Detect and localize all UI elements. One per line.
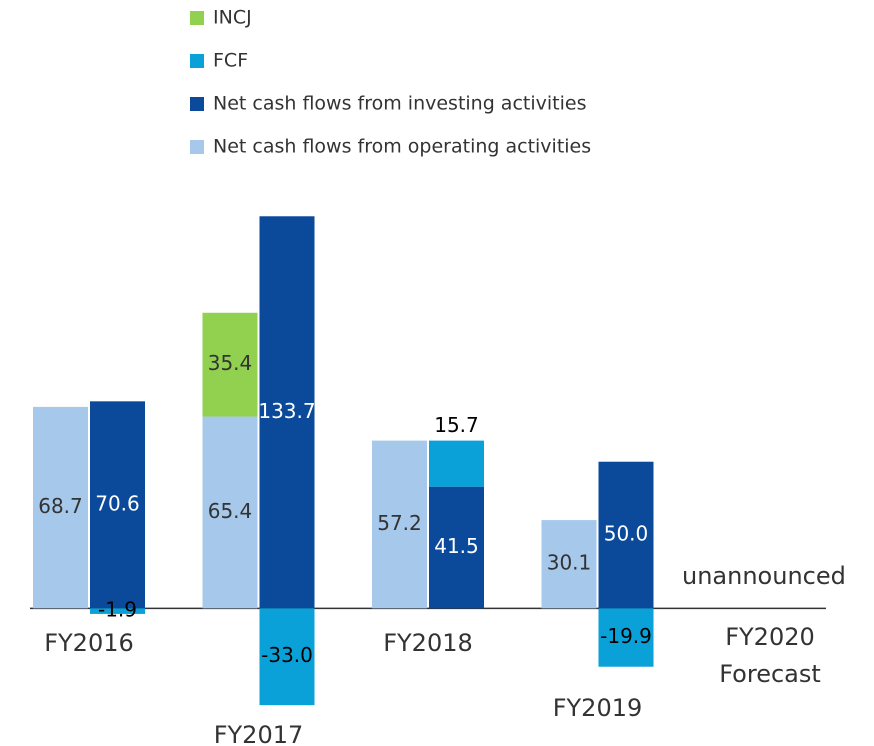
x-tick-label: FY2019	[552, 694, 643, 722]
x-tick-label: FY2020 Forecast	[719, 623, 821, 688]
bar	[90, 608, 145, 614]
bar	[202, 416, 258, 609]
bar	[372, 440, 427, 609]
legend-swatch	[190, 11, 204, 25]
bar	[33, 406, 88, 609]
bar	[429, 440, 484, 487]
bar	[429, 486, 484, 609]
legend-label: INCJ	[213, 7, 252, 29]
data-label: -33.0	[261, 643, 313, 667]
data-label: 70.6	[95, 491, 140, 515]
legend-label: Net cash flows from investing activities	[213, 93, 586, 115]
data-label: 30.1	[547, 551, 592, 575]
data-label: 57.2	[377, 511, 422, 535]
data-label: 65.4	[208, 499, 253, 523]
annotation: unannounced	[682, 562, 846, 590]
x-tick-label: FY2018	[383, 629, 473, 657]
data-label: 68.7	[38, 494, 83, 518]
bar	[259, 216, 315, 609]
bar	[259, 608, 315, 706]
bar	[90, 401, 145, 609]
data-label: -19.9	[600, 624, 652, 648]
x-tick-label: FY2016	[44, 629, 134, 657]
legend-label: FCF	[213, 50, 248, 72]
data-label: 35.4	[208, 351, 253, 375]
data-label: -1.9	[98, 598, 137, 622]
data-label: 133.7	[258, 399, 315, 423]
legend-swatch	[190, 54, 204, 68]
bar	[598, 461, 654, 609]
data-label: 15.7	[434, 413, 479, 437]
data-label: 41.5	[434, 534, 479, 558]
x-tick-label: FY2017	[213, 721, 304, 746]
bar	[598, 608, 654, 667]
data-label: 50.0	[604, 522, 649, 546]
legend-swatch	[190, 140, 204, 154]
bar	[202, 312, 258, 417]
legend-label: Net cash flows from operating activities	[213, 136, 591, 158]
bar	[541, 520, 597, 609]
legend-swatch	[190, 97, 204, 111]
